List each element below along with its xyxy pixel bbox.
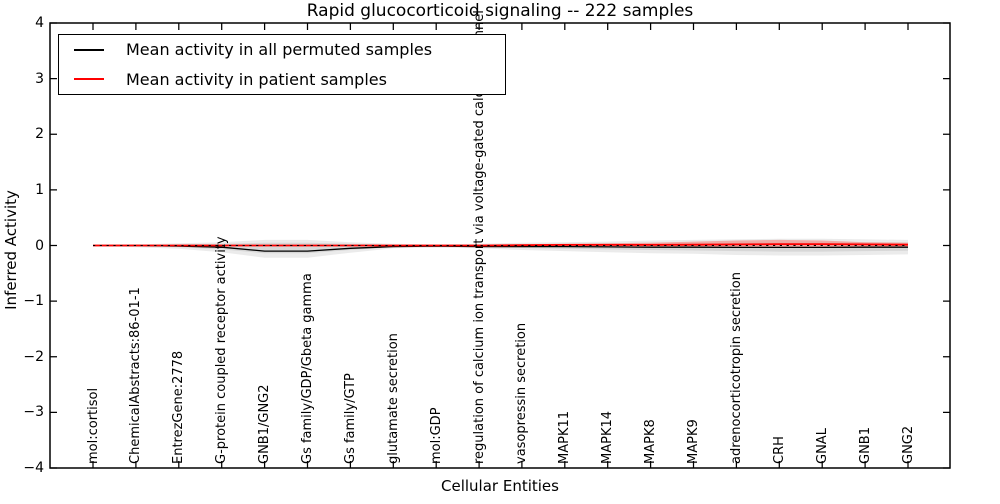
y-tick-label: −1 [23, 293, 44, 310]
x-tick-label: glutamate secretion [385, 333, 401, 464]
x-tick-label: MAPK11 [557, 410, 573, 464]
x-tick-label: Gs family/GTP [342, 373, 358, 464]
legend: Mean activity in all permuted samples Mea… [58, 34, 506, 95]
y-tick-label: 0 [35, 237, 44, 254]
x-axis-label: Cellular Entities [441, 477, 559, 495]
x-tick-label: MAPK8 [643, 419, 659, 464]
x-tick-label: ChemicalAbstracts:86-01-1 [128, 287, 144, 464]
y-tick-label: −2 [23, 348, 44, 365]
legend-line-sample [74, 48, 104, 51]
legend-label: Mean activity in all permuted samples [126, 40, 433, 60]
x-tick-label: Gs family/GDP/Gbeta gamma [299, 273, 315, 464]
x-tick-label: mol:GDP [428, 407, 444, 464]
x-tick-label: GNB1 [857, 427, 873, 464]
y-tick-label: 3 [35, 70, 44, 87]
x-tick-label: EntrezGene:2778 [171, 350, 187, 464]
x-tick-label: vasopressin secretion [514, 322, 530, 464]
plot-frame [49, 22, 951, 469]
y-tick-label: 2 [35, 126, 44, 143]
y-tick-label: −4 [23, 460, 44, 476]
y-tick-label: −3 [23, 404, 44, 421]
legend-line-sample [74, 78, 104, 81]
patient-mean-line [93, 243, 909, 247]
x-tick-label: GNB1/GNG2 [257, 384, 273, 464]
y-tick-label: 4 [35, 15, 44, 31]
chart-title: Rapid glucocorticoid signaling -- 222 sa… [306, 1, 694, 21]
x-tick-label: mol:cortisol [85, 387, 101, 464]
y-tick-label: 1 [35, 181, 44, 198]
x-tick-label: MAPK14 [600, 410, 616, 464]
legend-entry: Mean activity in all permuted samples [59, 35, 505, 65]
legend-label: Mean activity in patient samples [126, 69, 387, 89]
x-tick-label: MAPK9 [686, 419, 702, 464]
x-tick-label: adrenocorticotropin secretion [728, 272, 744, 464]
x-tick-label: GNAL [814, 428, 830, 464]
x-tick-label: G-protein coupled receptor activity [214, 236, 230, 464]
permuted-mean-line [93, 244, 908, 252]
legend-entry: Mean activity in patient samples [59, 65, 505, 95]
x-tick-label: CRH [771, 436, 787, 464]
x-tick-label: GNG2 [900, 425, 916, 464]
